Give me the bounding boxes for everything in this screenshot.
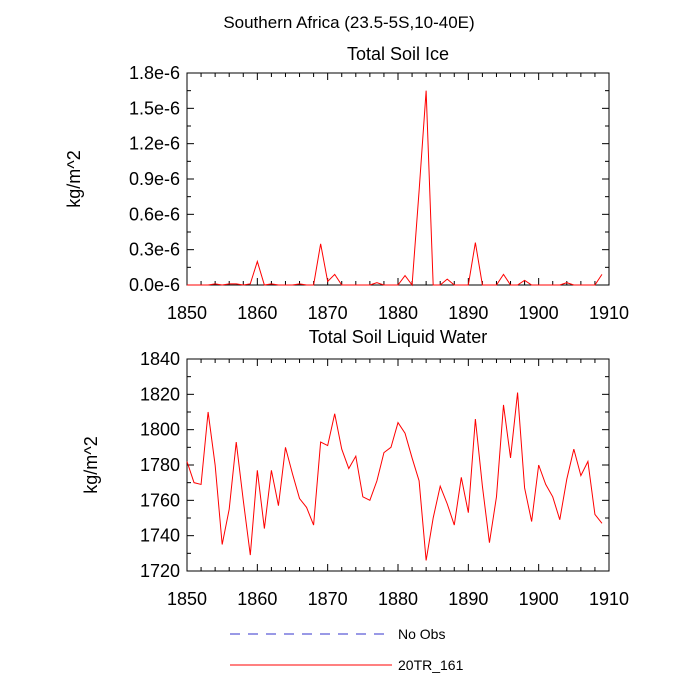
y-tick-label: 1760	[140, 490, 180, 510]
x-tick-label: 1870	[308, 303, 348, 323]
y-axis-label: kg/m^2	[64, 150, 84, 207]
panel-title: Total Soil Liquid Water	[309, 327, 487, 347]
x-tick-label: 1870	[308, 589, 348, 609]
x-tick-label: 1850	[167, 589, 207, 609]
y-tick-label: 1.8e-6	[129, 63, 180, 83]
x-ticks: 1850 1860 1870 1880 1890 1900 1910	[167, 73, 629, 323]
x-tick-label: 1910	[589, 303, 629, 323]
series-line-20tr-161	[186, 392, 603, 561]
x-tick-label: 1890	[448, 303, 488, 323]
x-tick-label: 1900	[519, 589, 559, 609]
series-line-20tr-161	[187, 90, 603, 287]
x-tick-label: 1900	[519, 303, 559, 323]
legend-label-20tr-161: 20TR_161	[398, 657, 464, 673]
series-group	[186, 392, 603, 561]
y-tick-label: 1800	[140, 420, 180, 440]
legend-entry-no-obs: No Obs	[230, 626, 445, 642]
panel-total-soil-ice: Total Soil Ice kg/m^2 1850 1860 1870 1880 18…	[64, 44, 629, 323]
y-tick-label: 1820	[140, 384, 180, 404]
y-axis-label: kg/m^2	[81, 436, 101, 493]
y-tick-label: 1740	[140, 526, 180, 546]
y-ticks: 1720 1740 1760 1780 1800 1820 1840	[140, 349, 609, 581]
y-tick-label: 0.0e-6	[129, 275, 180, 295]
x-tick-label: 1910	[589, 589, 629, 609]
x-tick-label: 1890	[448, 589, 488, 609]
x-tick-label: 1860	[237, 589, 277, 609]
x-tick-label: 1880	[378, 303, 418, 323]
plot-frame	[186, 72, 610, 286]
x-tick-label: 1860	[237, 303, 277, 323]
y-tick-label: 1720	[140, 561, 180, 581]
y-ticks: 0.0e-6 0.3e-6 0.6e-6 0.9e-6 1.2e-6 1.5e-6 1.8e…	[129, 63, 609, 295]
x-tick-label: 1880	[378, 589, 418, 609]
y-tick-label: 0.9e-6	[129, 169, 180, 189]
panel-total-soil-liquid-water: Total Soil Liquid Water kg/m^2 1850 1860 1…	[81, 327, 629, 609]
legend-label-no-obs: No Obs	[398, 626, 445, 642]
panel-title: Total Soil Ice	[347, 44, 449, 64]
legend: No Obs 20TR_161	[230, 626, 464, 673]
legend-entry-20tr-161: 20TR_161	[230, 657, 464, 673]
figure-suptitle: Southern Africa (23.5-5S,10-40E)	[223, 13, 474, 32]
y-tick-label: 1840	[140, 349, 180, 369]
y-tick-label: 0.6e-6	[129, 204, 180, 224]
y-tick-label: 1780	[140, 455, 180, 475]
x-ticks: 1850 1860 1870 1880 1890 1900 1910	[167, 359, 629, 609]
y-tick-label: 1.2e-6	[129, 134, 180, 154]
plot-frame	[186, 358, 610, 572]
y-tick-label: 0.3e-6	[129, 240, 180, 260]
y-tick-label: 1.5e-6	[129, 98, 180, 118]
x-tick-label: 1850	[167, 303, 207, 323]
series-group	[187, 90, 603, 287]
